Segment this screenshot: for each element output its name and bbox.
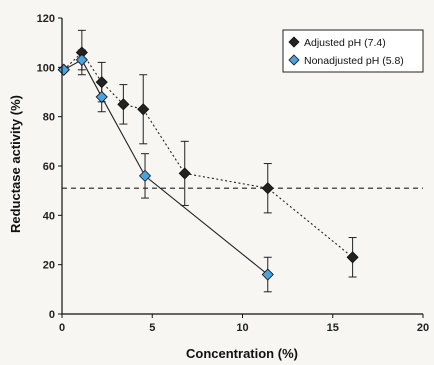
data-point-series-2 [75, 53, 88, 66]
data-point-series-1 [178, 167, 191, 180]
x-axis-ticks: 0 5 10 15 20 [59, 314, 429, 334]
x-tick-label: 0 [59, 322, 65, 334]
legend-label-1: Adjusted pH (7.4) [304, 37, 386, 49]
x-tick-label: 20 [417, 322, 429, 334]
y-axis-title: Reductase activity (%) [8, 95, 23, 233]
data-point-series-2 [95, 90, 108, 103]
legend-marker-1 [288, 36, 300, 48]
data-point-series-1 [346, 251, 359, 264]
x-tick-label: 10 [236, 322, 248, 334]
y-tick-label: 80 [43, 112, 55, 124]
legend-box [282, 29, 424, 73]
data-point-series-2 [261, 268, 274, 281]
y-tick-label: 100 [37, 62, 55, 74]
x-tick-label: 15 [327, 322, 339, 334]
data-point-series-1 [95, 76, 108, 89]
y-tick-label: 60 [43, 161, 55, 173]
series-line-2 [63, 59, 269, 275]
data-point-series-1 [137, 103, 150, 116]
y-tick-label: 20 [43, 260, 55, 272]
legend-marker-2 [288, 54, 300, 66]
data-point-series-1 [117, 98, 130, 111]
data-point-series-2 [138, 169, 152, 182]
x-axis-title: Concentration (%) [186, 346, 298, 361]
y-tick-label: 0 [49, 309, 55, 321]
data-point-series-2 [57, 63, 70, 76]
legend: Adjusted pH (7.4) Nonadjusted pH (5.8) [282, 29, 424, 73]
legend-label-2: Nonadjusted pH (5.8) [304, 55, 404, 67]
plot-area [57, 29, 423, 293]
y-tick-label: 40 [43, 210, 55, 222]
x-tick-label: 5 [149, 322, 155, 334]
y-tick-label: 120 [37, 13, 55, 25]
y-axis-ticks: 0 20 40 60 80 100 120 [37, 13, 62, 321]
data-point-series-1 [261, 182, 274, 195]
